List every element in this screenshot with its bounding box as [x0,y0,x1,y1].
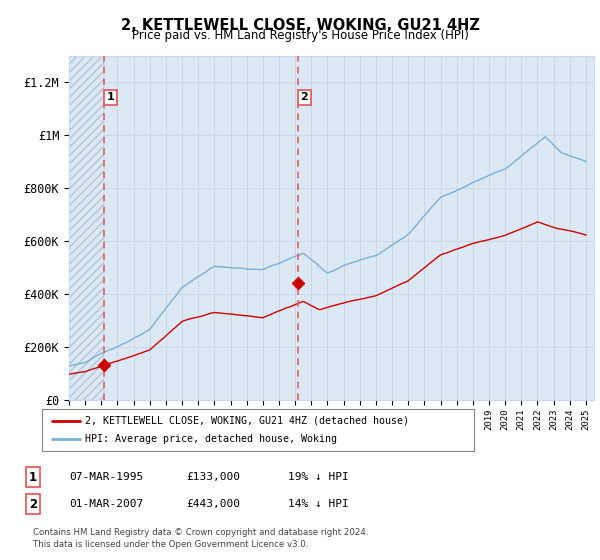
Text: £443,000: £443,000 [186,499,240,509]
Text: 2: 2 [29,497,37,511]
Text: 19% ↓ HPI: 19% ↓ HPI [288,472,349,482]
Bar [69,56,104,400]
Text: 01-MAR-2007: 01-MAR-2007 [69,499,143,509]
Text: 07-MAR-1995: 07-MAR-1995 [69,472,143,482]
Text: 1: 1 [106,92,114,102]
Text: 1: 1 [29,470,37,484]
Text: 14% ↓ HPI: 14% ↓ HPI [288,499,349,509]
Text: HPI: Average price, detached house, Woking: HPI: Average price, detached house, Woki… [85,435,337,445]
Text: £133,000: £133,000 [186,472,240,482]
Text: 2, KETTLEWELL CLOSE, WOKING, GU21 4HZ (detached house): 2, KETTLEWELL CLOSE, WOKING, GU21 4HZ (d… [85,416,409,426]
Text: 2, KETTLEWELL CLOSE, WOKING, GU21 4HZ: 2, KETTLEWELL CLOSE, WOKING, GU21 4HZ [121,18,479,33]
Text: Price paid vs. HM Land Registry's House Price Index (HPI): Price paid vs. HM Land Registry's House … [131,29,469,42]
Text: Contains HM Land Registry data © Crown copyright and database right 2024.
This d: Contains HM Land Registry data © Crown c… [33,528,368,549]
Text: 2: 2 [301,92,308,102]
